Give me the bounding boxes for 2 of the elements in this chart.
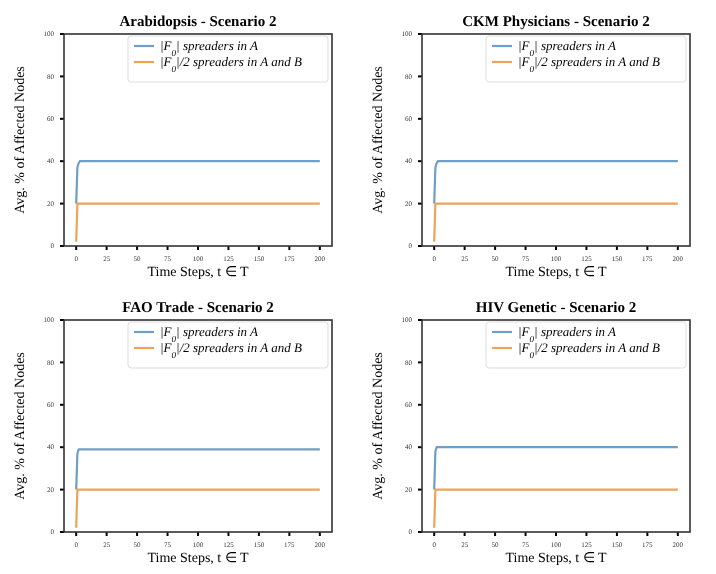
line-series [433, 160, 679, 205]
line-series [75, 160, 321, 205]
